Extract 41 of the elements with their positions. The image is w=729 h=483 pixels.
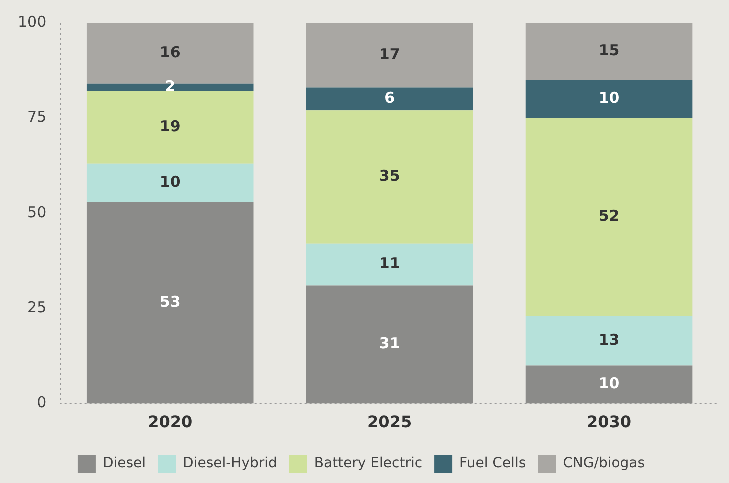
bar xyxy=(306,23,474,88)
y-tick-label: 50 xyxy=(28,203,47,222)
bar xyxy=(306,88,474,111)
data-label: 16 xyxy=(160,43,181,62)
data-label: 2 xyxy=(165,78,176,96)
data-label: 6 xyxy=(384,89,396,108)
data-label: 19 xyxy=(160,118,181,136)
x-tick-label: 2030 xyxy=(587,412,632,432)
bar xyxy=(526,80,693,118)
data-label: 52 xyxy=(598,207,620,226)
data-label: 17 xyxy=(379,45,400,64)
bar xyxy=(306,110,474,244)
legend-label: Diesel xyxy=(102,456,146,472)
bar xyxy=(306,244,474,286)
bar xyxy=(86,164,254,202)
bar xyxy=(86,92,254,164)
data-label: 31 xyxy=(379,334,400,353)
data-label: 53 xyxy=(160,292,181,311)
x-tick-label: 2025 xyxy=(368,412,412,432)
y-tick-label: 0 xyxy=(37,394,47,412)
data-label: 13 xyxy=(598,330,620,349)
data-label: 10 xyxy=(598,89,620,108)
legend-label: Fuel Cells xyxy=(460,456,526,472)
data-label: 11 xyxy=(379,254,400,273)
y-tick-label: 25 xyxy=(28,298,47,316)
bar xyxy=(306,286,474,404)
data-label: 10 xyxy=(598,374,620,393)
legend-label: Diesel-Hybrid xyxy=(183,456,278,472)
data-label: 15 xyxy=(598,41,620,60)
data-label: 35 xyxy=(379,167,400,186)
bar xyxy=(526,118,693,316)
x-tick-label: 2020 xyxy=(148,412,193,432)
bar xyxy=(526,23,693,80)
bar xyxy=(526,316,693,366)
legend-label: Battery Electric xyxy=(314,456,423,472)
bar xyxy=(526,366,693,404)
data-label: 10 xyxy=(160,172,181,191)
y-tick-label: 100 xyxy=(18,12,47,31)
bar xyxy=(86,202,254,404)
y-tick-label: 75 xyxy=(28,108,47,126)
legend-label: CNG/biogas xyxy=(563,456,646,472)
